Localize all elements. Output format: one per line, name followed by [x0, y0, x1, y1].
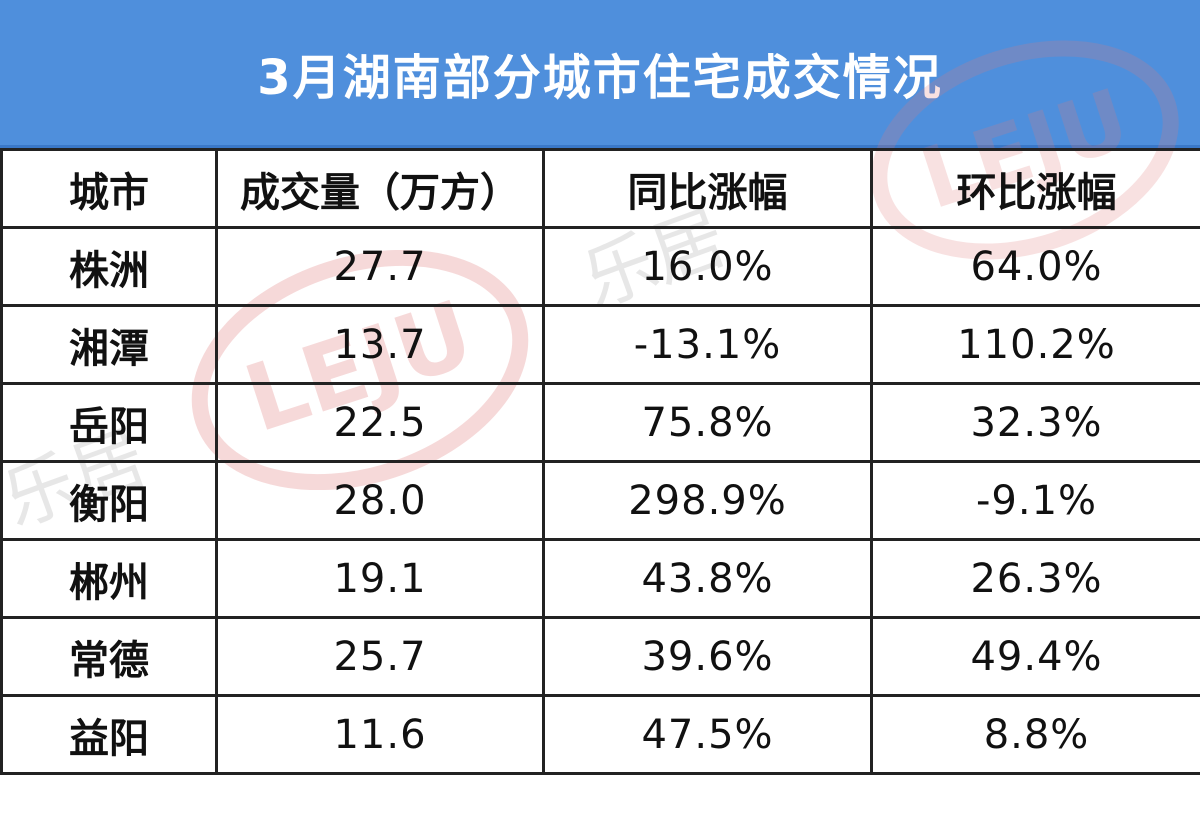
cell-yoy: 298.9% — [542, 460, 873, 541]
header-mom: 环比涨幅 — [870, 148, 1200, 229]
cell-city: 衡阳 — [0, 460, 218, 541]
cell-volume: 19.1 — [215, 538, 545, 619]
table-row: 株洲 27.7 16.0% 64.0% — [0, 226, 1200, 307]
cell-city: 岳阳 — [0, 382, 218, 463]
header-volume: 成交量（万方） — [215, 148, 545, 229]
cell-yoy: 43.8% — [542, 538, 873, 619]
cell-city: 益阳 — [0, 694, 218, 775]
table-row: 郴州 19.1 43.8% 26.3% — [0, 538, 1200, 619]
cell-city: 郴州 — [0, 538, 218, 619]
cell-yoy: -13.1% — [542, 304, 873, 385]
cell-mom: 49.4% — [870, 616, 1200, 697]
cell-volume: 27.7 — [215, 226, 545, 307]
header-city: 城市 — [0, 148, 218, 229]
table-row: 常德 25.7 39.6% 49.4% — [0, 616, 1200, 697]
cell-city: 湘潭 — [0, 304, 218, 385]
cell-city: 常德 — [0, 616, 218, 697]
title-bar: 3月湖南部分城市住宅成交情况 — [0, 0, 1200, 148]
cell-volume: 25.7 — [215, 616, 545, 697]
cell-mom: 8.8% — [870, 694, 1200, 775]
cell-yoy: 39.6% — [542, 616, 873, 697]
table-row: 湘潭 13.7 -13.1% 110.2% — [0, 304, 1200, 385]
cell-yoy: 75.8% — [542, 382, 873, 463]
cell-mom: 110.2% — [870, 304, 1200, 385]
cell-volume: 28.0 — [215, 460, 545, 541]
table-row: 岳阳 22.5 75.8% 32.3% — [0, 382, 1200, 463]
table-row: 益阳 11.6 47.5% 8.8% — [0, 694, 1200, 775]
cell-yoy: 47.5% — [542, 694, 873, 775]
header-yoy: 同比涨幅 — [542, 148, 873, 229]
cell-mom: 64.0% — [870, 226, 1200, 307]
cell-volume: 11.6 — [215, 694, 545, 775]
cell-volume: 13.7 — [215, 304, 545, 385]
cell-mom: -9.1% — [870, 460, 1200, 541]
cell-volume: 22.5 — [215, 382, 545, 463]
cell-yoy: 16.0% — [542, 226, 873, 307]
cell-mom: 32.3% — [870, 382, 1200, 463]
header-row: 城市 成交量（万方） 同比涨幅 环比涨幅 — [0, 148, 1200, 229]
table-row: 衡阳 28.0 298.9% -9.1% — [0, 460, 1200, 541]
cell-city: 株洲 — [0, 226, 218, 307]
cell-mom: 26.3% — [870, 538, 1200, 619]
data-table: 城市 成交量（万方） 同比涨幅 环比涨幅 株洲 27.7 16.0% 64.0%… — [0, 148, 1200, 775]
table-title: 3月湖南部分城市住宅成交情况 — [257, 49, 943, 106]
